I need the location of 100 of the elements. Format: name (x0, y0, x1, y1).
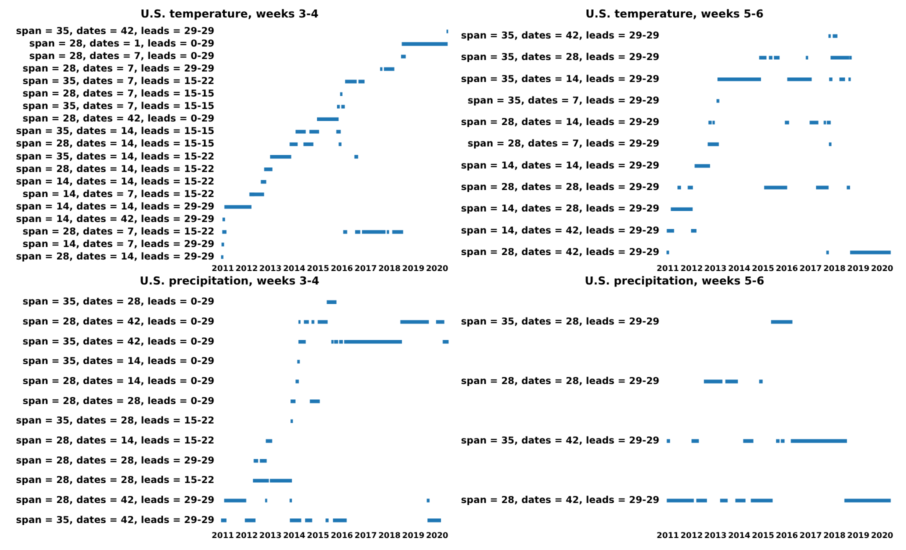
bar (222, 230, 226, 234)
x-tick-label: 2012 (235, 531, 258, 540)
bar (224, 498, 246, 502)
x-tick-label: 2014 (728, 531, 751, 540)
bar (832, 34, 838, 38)
bar (304, 320, 309, 324)
chart-title: U.S. precipitation, weeks 3-4 (140, 274, 320, 288)
x-tick-label: 2014 (283, 264, 306, 274)
bar (254, 459, 258, 463)
y-tick-label: span = 35, dates = 28, leads = 29-29 (460, 52, 660, 64)
x-tick-label: 2013 (704, 531, 727, 540)
bar (303, 142, 314, 146)
bar (750, 498, 773, 502)
bar (692, 439, 699, 443)
bar (222, 218, 226, 222)
chart-title: U.S. temperature, weeks 5-6 (585, 7, 764, 20)
bar (691, 229, 696, 233)
bar (426, 498, 430, 502)
bar (830, 56, 850, 60)
x-tick-label: 2012 (680, 264, 703, 274)
y-tick-label: span = 28, dates = 42, leads = 29-29 (460, 246, 660, 258)
y-tick-label: span = 35, dates = 28, leads = 0-29 (22, 296, 214, 308)
x-tick-label: 2020 (426, 264, 449, 274)
x-tick-label: 2018 (378, 264, 402, 274)
bar (735, 498, 746, 502)
bar (846, 186, 850, 190)
x-tick-label: 2011 (212, 264, 234, 274)
bar (666, 250, 670, 254)
bar (343, 230, 348, 234)
bar (666, 229, 674, 233)
bar (244, 518, 256, 522)
bar (384, 67, 394, 71)
y-tick-label: span = 35, dates = 14, leads = 15-22 (16, 151, 214, 162)
y-tick-label: span = 28, dates = 7, leads = 15-22 (22, 226, 214, 238)
bar (826, 250, 829, 254)
y-tick-label: span = 28, dates = 28, leads = 29-29 (16, 455, 214, 466)
bar (442, 340, 449, 344)
x-tick-label: 2012 (680, 531, 703, 540)
y-tick-label: span = 28, dates = 14, leads = 29-29 (16, 252, 214, 263)
bar (759, 56, 766, 60)
bar (345, 80, 357, 84)
bar (332, 518, 347, 522)
y-tick-label: span = 35, dates = 28, leads = 15-22 (16, 416, 214, 427)
bar (312, 320, 314, 324)
bar (717, 77, 761, 82)
bar (764, 186, 788, 190)
x-tick-label: 2014 (283, 531, 306, 540)
bar (400, 320, 429, 324)
bar (666, 498, 694, 502)
bar (759, 380, 763, 384)
bar (427, 518, 441, 522)
x-tick-label: 2013 (704, 264, 727, 274)
x-tick-label: 2011 (656, 531, 680, 540)
y-tick-label: span = 28, dates = 28, leads = 0-29 (22, 396, 214, 407)
y-tick-label: span = 28, dates = 28, leads = 29-29 (460, 182, 660, 194)
y-tick-label: span = 28, dates = 7, leads = 0-29 (29, 51, 214, 62)
bar (839, 77, 846, 82)
y-tick-label: span = 35, dates = 14, leads = 0-29 (22, 356, 214, 368)
x-tick-label: 2016 (330, 264, 354, 274)
bar (290, 142, 298, 146)
y-tick-label: span = 28, dates = 42, leads = 29-29 (16, 495, 214, 506)
bar (712, 120, 715, 124)
bar (309, 130, 320, 134)
bar (266, 439, 272, 443)
y-tick-label: span = 35, dates = 14, leads = 29-29 (460, 74, 660, 85)
y-tick-label: span = 14, dates = 42, leads = 29-29 (460, 225, 660, 236)
bar (296, 380, 299, 384)
y-tick-label: span = 28, dates = 14, leads = 15-22 (16, 435, 214, 446)
bar (787, 77, 812, 82)
bar (221, 518, 226, 522)
y-tick-label: span = 35, dates = 14, leads = 15-15 (16, 126, 214, 138)
y-tick-label: span = 35, dates = 7, leads = 29-29 (468, 95, 660, 106)
bar (318, 320, 328, 324)
bar (298, 320, 301, 324)
y-tick-label: span = 14, dates = 28, leads = 29-29 (460, 204, 660, 215)
y-tick-label: span = 28, dates = 42, leads = 0-29 (22, 114, 214, 125)
bar (264, 167, 272, 172)
bar (720, 498, 728, 502)
x-tick-label: 2020 (426, 531, 449, 540)
bar (688, 186, 693, 190)
y-tick-label: span = 28, dates = 14, leads = 29-29 (460, 117, 660, 128)
x-tick-label: 2015 (306, 264, 330, 274)
bar (666, 439, 670, 443)
bar (341, 104, 345, 108)
bar (326, 300, 336, 304)
y-tick-label: span = 28, dates = 7, leads = 29-29 (22, 64, 214, 75)
y-tick-label: span = 14, dates = 14, leads = 29-29 (16, 201, 214, 212)
y-tick-label: span = 35, dates = 28, leads = 29-29 (460, 316, 660, 328)
bar (249, 192, 264, 196)
y-tick-label: span = 14, dates = 14, leads = 15-22 (16, 176, 214, 188)
x-tick-label: 2015 (306, 531, 330, 540)
x-tick-label: 2020 (870, 264, 894, 274)
bar (784, 120, 790, 124)
x-tick-label: 2016 (776, 531, 798, 540)
bar (290, 400, 296, 404)
bar (317, 117, 339, 122)
y-tick-label: span = 14, dates = 42, leads = 29-29 (16, 214, 214, 225)
x-tick-label: 2017 (800, 531, 822, 540)
bar (326, 518, 329, 522)
y-tick-label: span = 28, dates = 14, leads = 15-22 (16, 164, 214, 175)
